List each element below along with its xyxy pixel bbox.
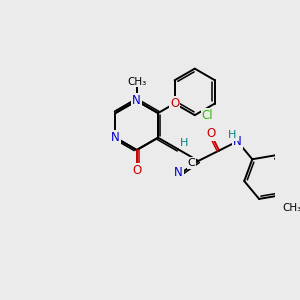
Text: N: N: [233, 135, 242, 148]
Text: O: O: [206, 127, 215, 140]
Text: N: N: [132, 94, 141, 107]
Text: N: N: [174, 166, 183, 179]
Text: H: H: [180, 138, 188, 148]
Text: N: N: [111, 131, 120, 144]
Text: O: O: [132, 164, 141, 177]
Text: CH₃: CH₃: [127, 76, 146, 87]
Text: C: C: [188, 158, 195, 168]
Text: Cl: Cl: [202, 109, 213, 122]
Text: CH₃: CH₃: [283, 202, 300, 213]
Text: O: O: [170, 97, 179, 110]
Text: H: H: [228, 130, 237, 140]
